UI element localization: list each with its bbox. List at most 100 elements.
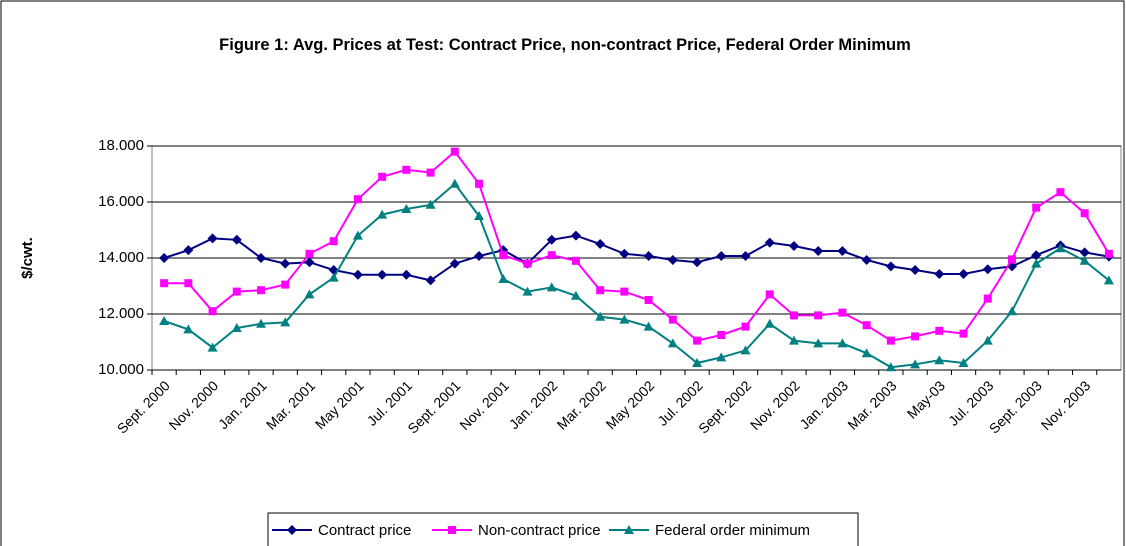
data-point — [1056, 188, 1065, 197]
data-point — [474, 211, 485, 220]
data-point — [329, 237, 338, 246]
data-point — [885, 362, 896, 372]
data-point — [304, 289, 315, 299]
data-point — [667, 254, 678, 265]
data-point — [837, 338, 848, 348]
data-point — [232, 287, 241, 296]
legend-marker — [624, 525, 634, 534]
data-point — [1055, 243, 1066, 253]
data-point — [861, 254, 872, 265]
data-point — [426, 168, 435, 177]
y-tick-label: 14.000 — [98, 249, 144, 266]
data-point — [401, 269, 412, 280]
data-point — [570, 230, 581, 241]
data-point — [958, 268, 969, 279]
legend-marker — [448, 526, 456, 534]
data-point — [910, 359, 921, 369]
data-point — [716, 251, 727, 262]
data-point — [352, 230, 363, 240]
data-point — [983, 294, 992, 303]
data-point — [522, 286, 533, 296]
data-point — [1007, 255, 1016, 264]
data-point — [474, 251, 485, 262]
data-point — [862, 321, 871, 330]
data-point — [546, 282, 557, 292]
data-point — [837, 246, 848, 256]
data-point — [692, 358, 703, 367]
data-point — [1079, 255, 1090, 265]
data-point — [885, 261, 896, 272]
data-point — [570, 290, 581, 300]
data-point — [788, 335, 799, 345]
data-point — [788, 240, 799, 251]
data-point — [281, 280, 290, 289]
data-point — [547, 251, 556, 260]
y-axis-label: $/cwt. — [19, 237, 36, 279]
data-point — [1031, 250, 1042, 261]
data-point — [910, 265, 921, 276]
legend-label: Contract price — [318, 522, 411, 539]
data-point — [911, 332, 920, 341]
data-point — [571, 256, 580, 265]
data-point — [1006, 306, 1017, 316]
series-line — [164, 150, 1110, 342]
data-point — [934, 268, 945, 279]
data-point — [935, 326, 944, 335]
data-point — [377, 209, 388, 219]
legend-label: Non-contract price — [478, 522, 601, 539]
data-point — [425, 199, 436, 209]
data-point — [692, 257, 703, 268]
data-point — [377, 269, 388, 280]
data-point — [475, 179, 484, 188]
data-point — [958, 358, 969, 367]
y-tick-label: 10.000 — [98, 361, 144, 378]
data-point — [764, 318, 775, 328]
data-point — [402, 165, 411, 174]
data-point — [160, 279, 169, 288]
data-point — [305, 249, 314, 258]
data-point — [740, 345, 751, 355]
data-point — [280, 317, 291, 327]
data-point — [280, 258, 291, 269]
data-point — [231, 323, 242, 332]
data-point — [765, 290, 774, 299]
data-point — [741, 322, 750, 331]
data-point — [982, 335, 993, 345]
series-line — [163, 234, 1110, 282]
data-point — [838, 308, 847, 317]
legend-label: Federal order minimum — [655, 522, 810, 539]
data-point — [595, 239, 606, 249]
data-point — [886, 336, 895, 345]
data-point — [353, 195, 362, 204]
data-point — [449, 178, 460, 188]
data-point — [184, 279, 193, 288]
data-point — [789, 311, 798, 320]
data-point — [643, 321, 654, 331]
data-point — [813, 246, 824, 256]
data-point — [982, 264, 993, 275]
data-point — [643, 251, 654, 262]
data-point — [159, 316, 170, 325]
data-point — [619, 248, 630, 259]
data-point — [1032, 203, 1041, 212]
data-point — [861, 348, 872, 358]
data-point — [934, 355, 945, 365]
data-point — [1080, 209, 1089, 218]
data-point — [764, 237, 775, 248]
data-point — [814, 311, 823, 320]
data-point — [619, 314, 630, 324]
data-point — [644, 296, 653, 304]
data-point — [546, 234, 557, 245]
data-point — [207, 233, 218, 244]
data-point — [813, 338, 824, 348]
data-point — [1104, 249, 1113, 258]
data-point — [450, 147, 459, 156]
data-point — [1079, 247, 1090, 258]
data-point — [667, 338, 678, 348]
data-point — [668, 315, 677, 324]
data-point — [159, 253, 170, 263]
series-line — [163, 182, 1110, 369]
data-point — [740, 251, 751, 262]
data-point — [523, 259, 532, 268]
